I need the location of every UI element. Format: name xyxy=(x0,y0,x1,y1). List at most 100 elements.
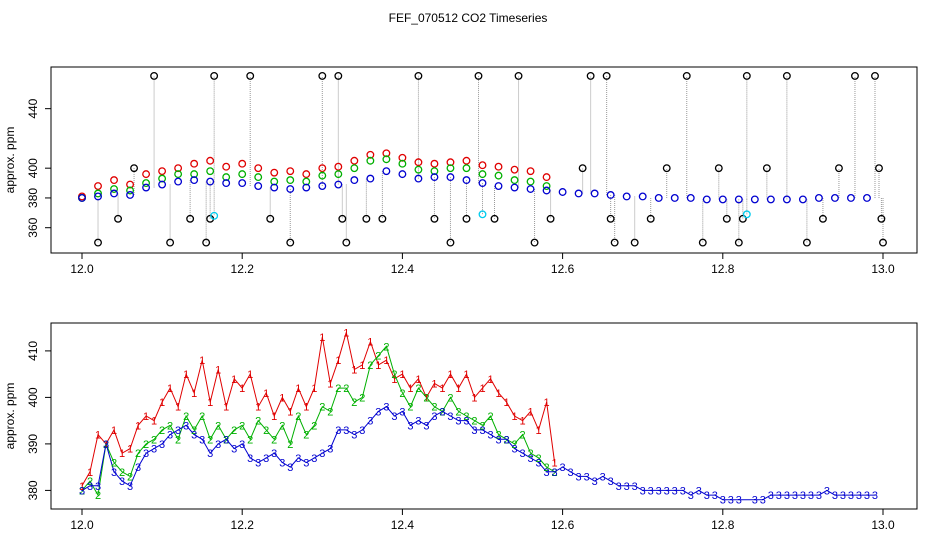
symbol-series-3: 3 xyxy=(584,471,590,483)
point-series-3 xyxy=(478,179,487,188)
symbol-series-2: 2 xyxy=(199,411,205,423)
point-series-1 xyxy=(190,159,199,168)
symbol-series-1: 1 xyxy=(447,369,453,381)
point-series-2 xyxy=(334,170,343,179)
point-series-3 xyxy=(766,195,775,204)
point-series-3 xyxy=(782,195,791,204)
symbol-series-3: 3 xyxy=(503,434,509,446)
symbol-series-1: 1 xyxy=(471,392,477,404)
symbol-series-2: 2 xyxy=(343,383,349,395)
symbol-series-3: 3 xyxy=(255,458,261,470)
symbol-series-2: 2 xyxy=(367,360,373,372)
symbol-series-1: 1 xyxy=(455,383,461,395)
symbol-series-1: 1 xyxy=(215,365,221,377)
symbol-series-1: 1 xyxy=(383,355,389,367)
y-tick-label: 360 xyxy=(26,217,40,237)
point-series-spikes xyxy=(202,238,211,247)
symbol-series-3: 3 xyxy=(640,485,646,497)
point-series-3 xyxy=(542,186,551,195)
point-series-2 xyxy=(446,164,455,173)
symbol-series-2: 2 xyxy=(544,462,550,474)
symbol-series-3: 3 xyxy=(471,425,477,437)
symbol-series-3: 3 xyxy=(864,490,870,502)
point-series-spikes xyxy=(286,238,295,247)
x-tick-label: 12.2 xyxy=(231,262,255,276)
line-series-3 xyxy=(81,406,875,501)
point-series-spikes xyxy=(166,238,175,247)
point-series-spikes xyxy=(114,214,122,223)
x-tick-label: 13.0 xyxy=(871,262,895,276)
y-tick-label: 440 xyxy=(26,98,40,118)
symbol-series-1: 1 xyxy=(263,388,269,400)
symbol-series-3: 3 xyxy=(111,467,117,479)
symbol-series-3: 3 xyxy=(367,416,373,428)
top-plot-frame xyxy=(50,66,918,254)
y-tick-label: 410 xyxy=(26,341,40,361)
symbol-series-2: 2 xyxy=(375,351,381,363)
symbol-series-1: 1 xyxy=(552,458,558,470)
symbol-series-3: 3 xyxy=(784,490,790,502)
symbol-series-3: 3 xyxy=(824,485,830,497)
point-series-spikes xyxy=(734,238,743,247)
symbol-series-2: 2 xyxy=(95,490,101,502)
point-series-3 xyxy=(702,195,711,204)
point-series-3 xyxy=(638,192,647,201)
point-series-3 xyxy=(734,195,743,204)
symbol-series-2: 2 xyxy=(455,406,461,418)
symbol-series-1: 1 xyxy=(231,374,237,386)
point-series-spikes xyxy=(150,71,159,80)
point-series-spikes xyxy=(877,214,886,223)
symbol-series-2: 2 xyxy=(207,434,213,446)
point-series-2 xyxy=(94,189,102,198)
x-tick-label: 12.4 xyxy=(391,518,415,532)
symbol-series-2: 2 xyxy=(79,485,85,497)
symbol-series-2: 2 xyxy=(423,392,429,404)
point-series-3 xyxy=(158,180,167,189)
symbol-series-1: 1 xyxy=(503,397,509,409)
point-series-1 xyxy=(510,165,519,174)
point-series-3 xyxy=(318,182,327,190)
symbol-series-3: 3 xyxy=(327,444,333,456)
point-series-2 xyxy=(526,177,535,186)
symbol-series-3: 3 xyxy=(335,425,341,437)
point-series-spikes xyxy=(586,71,595,80)
symbol-series-1: 1 xyxy=(95,430,101,442)
point-series-spikes xyxy=(130,164,139,173)
symbol-series-3: 3 xyxy=(704,490,710,502)
point-series-3 xyxy=(526,185,535,193)
symbol-series-3: 3 xyxy=(231,444,237,456)
symbol-series-2: 2 xyxy=(135,448,141,460)
point-series-spikes xyxy=(742,71,751,80)
point-series-1 xyxy=(142,170,151,179)
symbol-series-1: 1 xyxy=(367,337,373,349)
point-series-1 xyxy=(94,182,102,190)
symbol-series-1: 1 xyxy=(295,383,301,395)
symbol-series-2: 2 xyxy=(503,434,509,446)
symbol-series-3: 3 xyxy=(616,481,622,493)
point-series-1 xyxy=(478,161,487,170)
symbol-series-3: 3 xyxy=(383,402,389,414)
symbol-series-2: 2 xyxy=(311,420,317,432)
y-tick-label: 380 xyxy=(26,188,40,208)
symbol-series-2: 2 xyxy=(495,430,501,442)
bottom-plot-frame xyxy=(50,322,918,510)
point-series-3 xyxy=(798,195,807,204)
point-series-3 xyxy=(302,183,311,192)
point-series-2 xyxy=(318,171,327,180)
symbol-series-2: 2 xyxy=(175,434,181,446)
symbol-series-3: 3 xyxy=(119,476,125,488)
symbol-series-2: 2 xyxy=(487,411,493,423)
symbol-series-3: 3 xyxy=(608,476,614,488)
symbol-series-3: 3 xyxy=(576,471,582,483)
symbol-series-3: 3 xyxy=(215,439,221,451)
symbol-series-1: 1 xyxy=(423,392,429,404)
symbol-series-3: 3 xyxy=(271,448,277,460)
symbol-series-2: 2 xyxy=(399,388,405,400)
symbol-series-1: 1 xyxy=(143,411,149,423)
symbol-series-3: 3 xyxy=(191,430,197,442)
symbol-series-3: 3 xyxy=(143,448,149,460)
symbol-series-2: 2 xyxy=(119,467,125,479)
symbol-series-2: 2 xyxy=(223,434,229,446)
symbol-series-1: 1 xyxy=(487,374,493,386)
